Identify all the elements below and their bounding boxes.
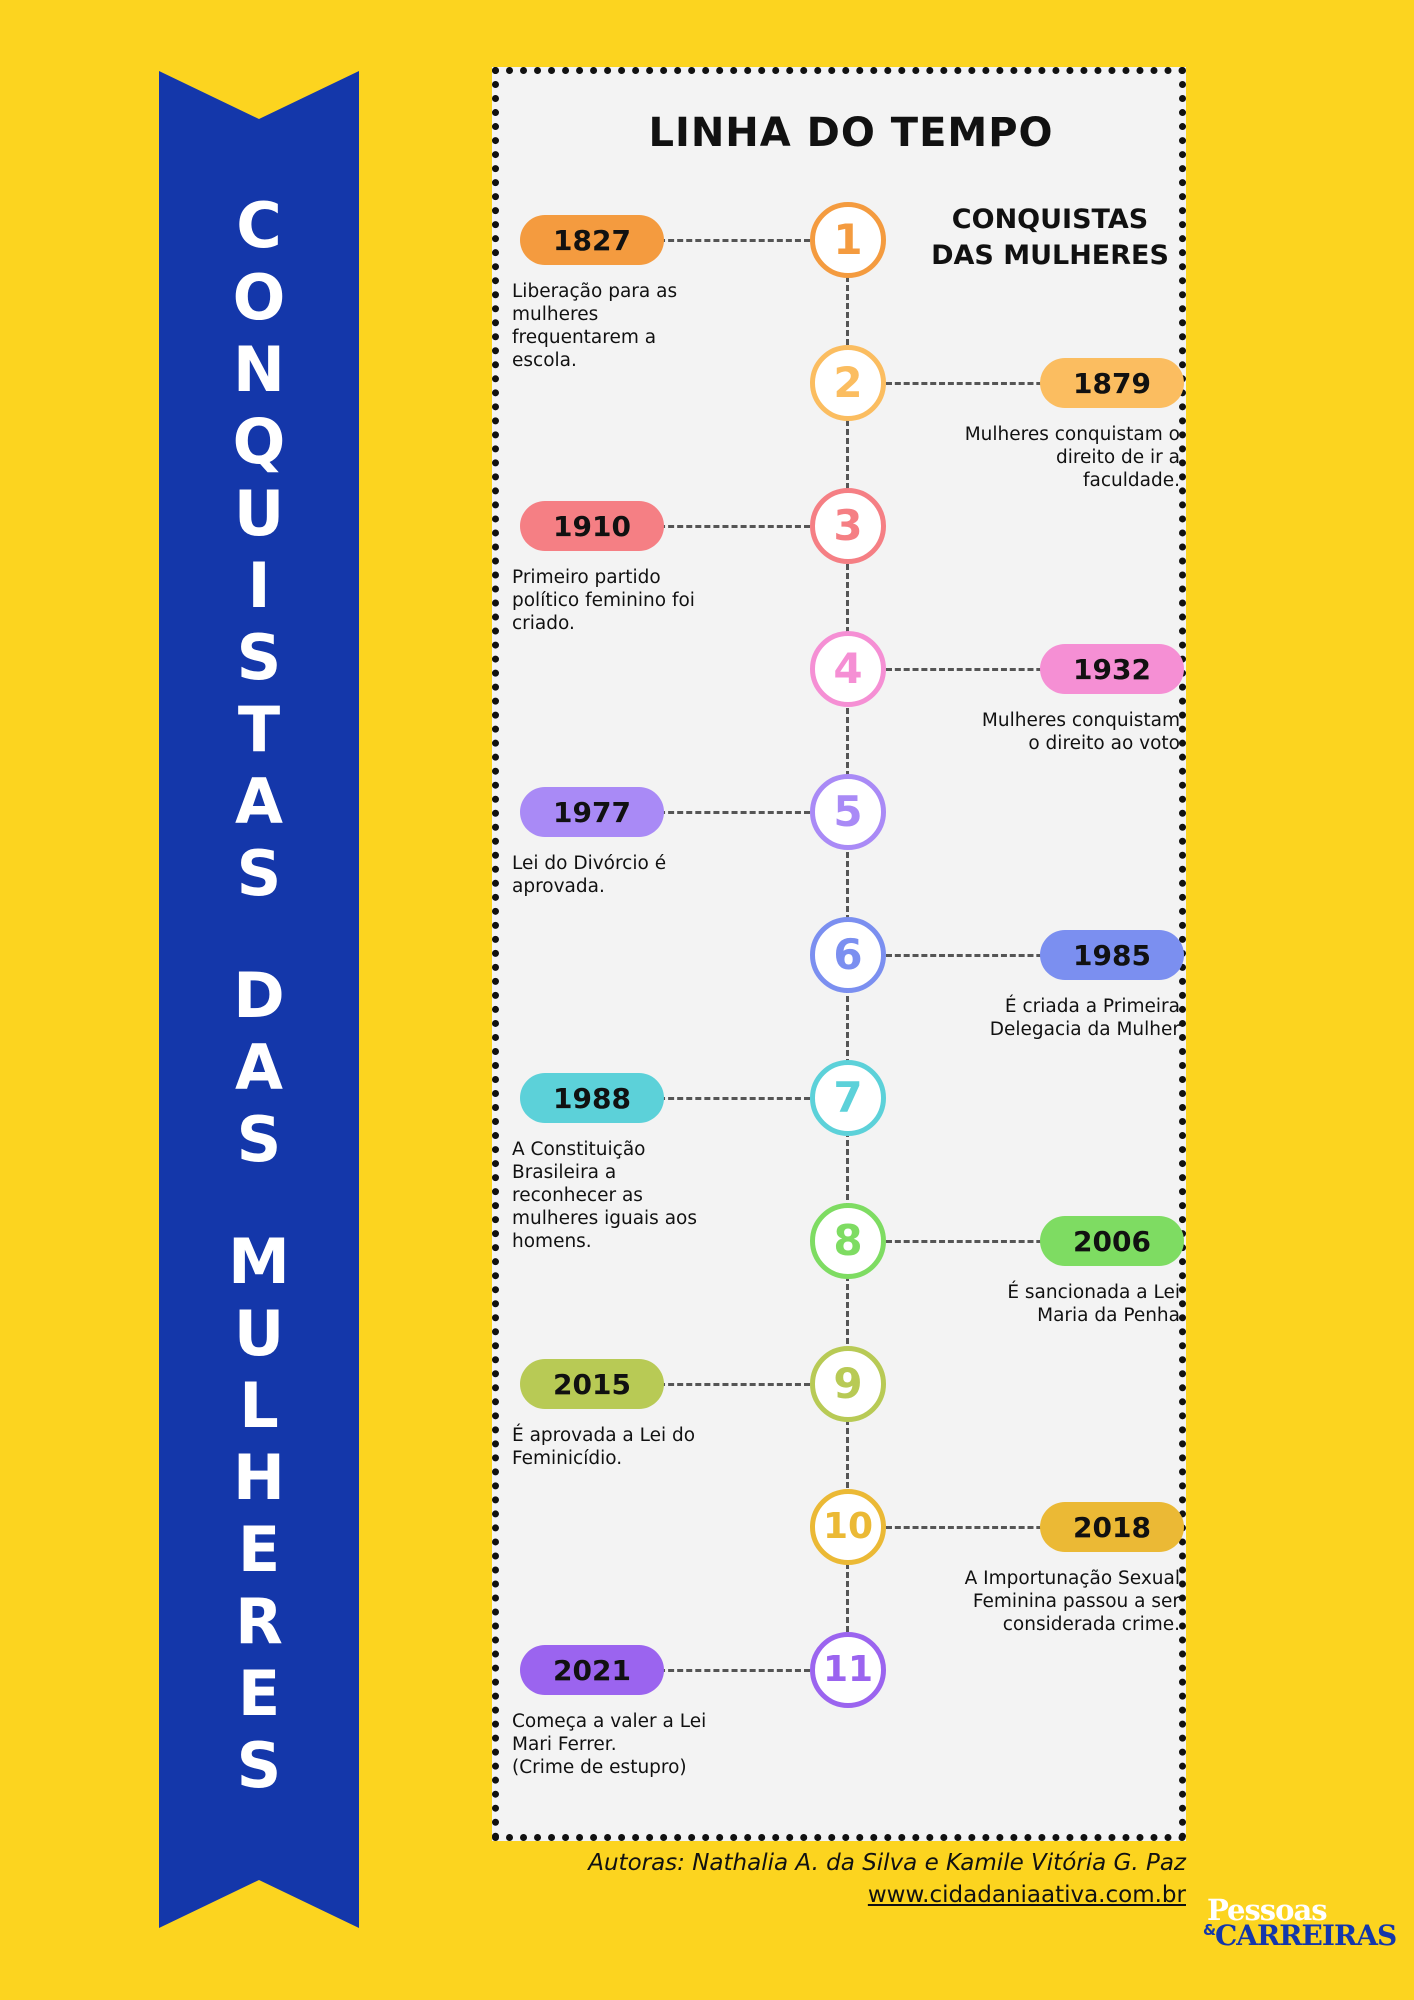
event-year-pill: 1932	[1040, 644, 1184, 694]
event-description: É criada a Primeira Delegacia da Mulher	[989, 996, 1180, 1040]
card-subtitle: CONQUISTAS DAS MULHERES	[915, 202, 1185, 274]
event-number-node: 5	[810, 774, 886, 850]
event-number: 8	[833, 1216, 863, 1265]
banner-letter: N	[233, 333, 285, 406]
event-number-node: 9	[810, 1346, 886, 1422]
banner-letter: R	[235, 1585, 283, 1658]
banner-letter: D	[233, 959, 285, 1032]
banner-letter: M	[228, 1225, 290, 1298]
event-connector	[650, 525, 810, 528]
event-number: 4	[833, 644, 863, 693]
banner-letter: S	[236, 837, 282, 910]
event-number: 1	[833, 215, 863, 264]
event-number-node: 7	[810, 1060, 886, 1136]
banner-letter: O	[232, 261, 286, 334]
event-description: Começa a valer a Lei Mari Ferrer. (Crime…	[512, 1711, 707, 1778]
event-description: A Importunação Sexual Feminina passou a …	[964, 1568, 1180, 1635]
event-number: 10	[822, 1506, 874, 1547]
event-description: Lei do Divórcio é aprovada.	[512, 853, 667, 897]
vertical-banner	[159, 71, 359, 1928]
website-link[interactable]: www.cidadaniaativa.com.br	[867, 1882, 1186, 1908]
event-number: 6	[833, 930, 863, 979]
event-connector	[886, 382, 1060, 385]
event-year-pill: 1977	[520, 787, 664, 837]
event-year-pill: 2021	[520, 1645, 664, 1695]
event-connector	[886, 1526, 1060, 1529]
banner-letter: E	[237, 1657, 281, 1730]
event-number-node: 4	[810, 631, 886, 707]
event-description: Primeiro partido político feminino foi c…	[512, 567, 695, 634]
event-connector	[650, 1669, 810, 1672]
event-number-node: 6	[810, 917, 886, 993]
event-description: Liberação para as mulheres frequentarem …	[512, 281, 678, 371]
banner-letter: I	[247, 549, 271, 622]
pessoas-carreiras-logo: Pessoas & CARREIRAS	[1203, 1893, 1403, 1953]
event-number: 3	[833, 501, 863, 550]
authors-credit: Autoras: Nathalia A. da Silva e Kamile V…	[588, 1850, 1186, 1876]
banner-letter: S	[236, 1729, 282, 1802]
event-year-pill: 2018	[1040, 1502, 1184, 1552]
event-number: 7	[833, 1073, 863, 1122]
event-number-node: 10	[810, 1489, 886, 1565]
event-number-node: 8	[810, 1203, 886, 1279]
banner-letter: U	[233, 477, 285, 550]
banner-letter: E	[237, 1513, 281, 1586]
event-number-node: 11	[810, 1632, 886, 1708]
event-year-pill: 1985	[1040, 930, 1184, 980]
event-connector	[650, 811, 810, 814]
logo-word-pessoas: Pessoas	[1207, 1893, 1328, 1927]
card-title: LINHA DO TEMPO	[648, 110, 1054, 156]
banner-letter: C	[236, 189, 282, 262]
banner-letter: T	[237, 693, 281, 766]
event-description: Mulheres conquistam o direito ao voto	[981, 710, 1180, 754]
banner-letter: S	[236, 621, 282, 694]
banner-letter: L	[239, 1369, 279, 1442]
banner-letter: S	[236, 1103, 282, 1176]
event-number: 2	[833, 358, 863, 407]
event-year-pill: 1879	[1040, 358, 1184, 408]
event-number: 9	[833, 1359, 863, 1408]
banner-letter: A	[235, 1031, 283, 1104]
event-number-node: 1	[810, 202, 886, 278]
banner-letter: Q	[232, 405, 286, 478]
event-connector	[650, 239, 810, 242]
event-number: 5	[833, 787, 863, 836]
event-description: Mulheres conquistam o direito de ir a fa…	[964, 424, 1180, 491]
event-connector	[650, 1097, 810, 1100]
logo-word-carreiras: CARREIRAS	[1215, 1919, 1397, 1952]
event-connector	[886, 954, 1060, 957]
event-year-pill: 1988	[520, 1073, 664, 1123]
logo-ampersand: &	[1203, 1921, 1217, 1939]
event-number-node: 2	[810, 345, 886, 421]
card-subtitle-line1: CONQUISTAS	[951, 204, 1149, 235]
event-connector	[650, 1383, 810, 1386]
event-connector	[886, 1240, 1060, 1243]
event-year-pill: 2006	[1040, 1216, 1184, 1266]
event-description: É aprovada a Lei do Feminicídio.	[512, 1425, 696, 1469]
card-subtitle-line2: DAS MULHERES	[931, 240, 1169, 271]
event-description: A Constituição Brasileira a reconhecer a…	[512, 1139, 697, 1252]
banner-letter: H	[233, 1441, 285, 1514]
banner-letter: A	[235, 765, 283, 838]
event-year-pill: 2015	[520, 1359, 664, 1409]
event-description: É sancionada a Lei Maria da Penha	[1007, 1282, 1180, 1326]
event-connector	[886, 668, 1060, 671]
event-year-pill: 1827	[520, 215, 664, 265]
event-number: 11	[822, 1649, 874, 1690]
banner-letter: U	[233, 1297, 285, 1370]
event-year-pill: 1910	[520, 501, 664, 551]
event-number-node: 3	[810, 488, 886, 564]
